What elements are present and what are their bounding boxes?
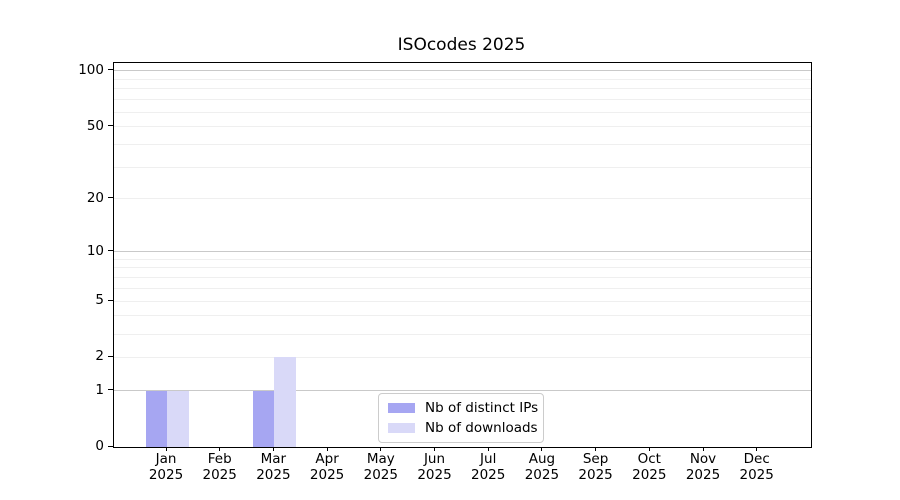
x-tick-mark [434, 447, 435, 451]
y-tick-label: 50 [86, 117, 104, 134]
y-tick-label: 0 [95, 438, 104, 454]
major-gridline [114, 251, 811, 253]
bar-downloads [167, 390, 189, 447]
x-tick-mark [648, 447, 650, 451]
minor-gridline [114, 88, 811, 90]
minor-gridline [114, 277, 811, 279]
minor-gridline [114, 99, 811, 101]
minor-gridline [114, 333, 811, 335]
y-tick-label: 20 [86, 189, 104, 206]
bar-distinct-ips [145, 390, 167, 447]
legend-label: Nb of distinct IPs [425, 400, 539, 416]
chart-title: ISOcodes 2025 [397, 35, 526, 55]
plot-area [113, 62, 812, 448]
bar-downloads [274, 357, 296, 447]
x-tick-mark [326, 447, 328, 451]
y-tick-label: 5 [95, 292, 104, 309]
y-tick-mark [108, 250, 113, 252]
minor-gridline [114, 111, 811, 113]
x-tick-mark [487, 447, 489, 451]
minor-gridline [114, 356, 811, 358]
major-gridline [114, 390, 811, 392]
legend-item: Nb of downloads [379, 418, 543, 438]
legend-swatch-distinct-ips [388, 403, 415, 413]
y-tick-mark [108, 445, 113, 447]
x-tick-label: May 2025 [363, 451, 398, 483]
bar-distinct-ips [252, 390, 275, 447]
minor-gridline [114, 300, 811, 302]
legend-swatch-downloads [388, 423, 415, 433]
y-tick-mark [108, 125, 113, 127]
legend-label: Nb of downloads [425, 420, 538, 436]
minor-gridline [114, 267, 811, 269]
minor-gridline [114, 198, 811, 200]
x-tick-label: Jul 2025 [471, 451, 506, 483]
x-tick-mark [219, 447, 221, 451]
legend: Nb of distinct IPs Nb of downloads [378, 393, 544, 443]
x-tick-mark [595, 447, 597, 451]
minor-gridline [114, 126, 811, 128]
x-tick-mark [756, 447, 758, 451]
x-tick-mark [380, 447, 382, 451]
x-tick-label: Feb 2025 [202, 451, 237, 483]
y-tick-mark [108, 197, 113, 199]
x-tick-label: Oct 2025 [632, 451, 667, 483]
major-gridline [114, 70, 811, 72]
x-tick-label: Mar 2025 [256, 451, 291, 483]
x-tick-mark [702, 447, 704, 451]
y-tick-mark [108, 69, 113, 71]
minor-gridline [114, 315, 811, 317]
y-tick-label: 1 [95, 381, 104, 398]
x-tick-mark [541, 447, 543, 451]
y-tick-mark [108, 389, 113, 391]
x-tick-label: Jan 2025 [148, 451, 184, 483]
x-tick-label: Nov 2025 [685, 451, 721, 483]
y-tick-mark [108, 355, 113, 357]
minor-gridline [114, 258, 811, 260]
x-tick-mark [165, 447, 167, 451]
x-tick-label: Aug 2025 [524, 451, 560, 483]
x-tick-label: Apr 2025 [309, 451, 345, 483]
y-tick-label: 100 [78, 61, 104, 78]
y-tick-label: 2 [95, 348, 104, 365]
x-tick-label: Sep 2025 [578, 451, 613, 483]
x-tick-label: Dec 2025 [739, 451, 774, 483]
minor-gridline [114, 166, 811, 168]
legend-item: Nb of distinct IPs [379, 398, 543, 418]
y-tick-mark [108, 299, 113, 301]
minor-gridline [114, 78, 811, 80]
minor-gridline [114, 143, 811, 145]
minor-gridline [114, 287, 811, 289]
x-tick-mark [272, 447, 274, 451]
x-tick-label: Jun 2025 [417, 451, 452, 483]
y-tick-label: 10 [86, 242, 104, 259]
